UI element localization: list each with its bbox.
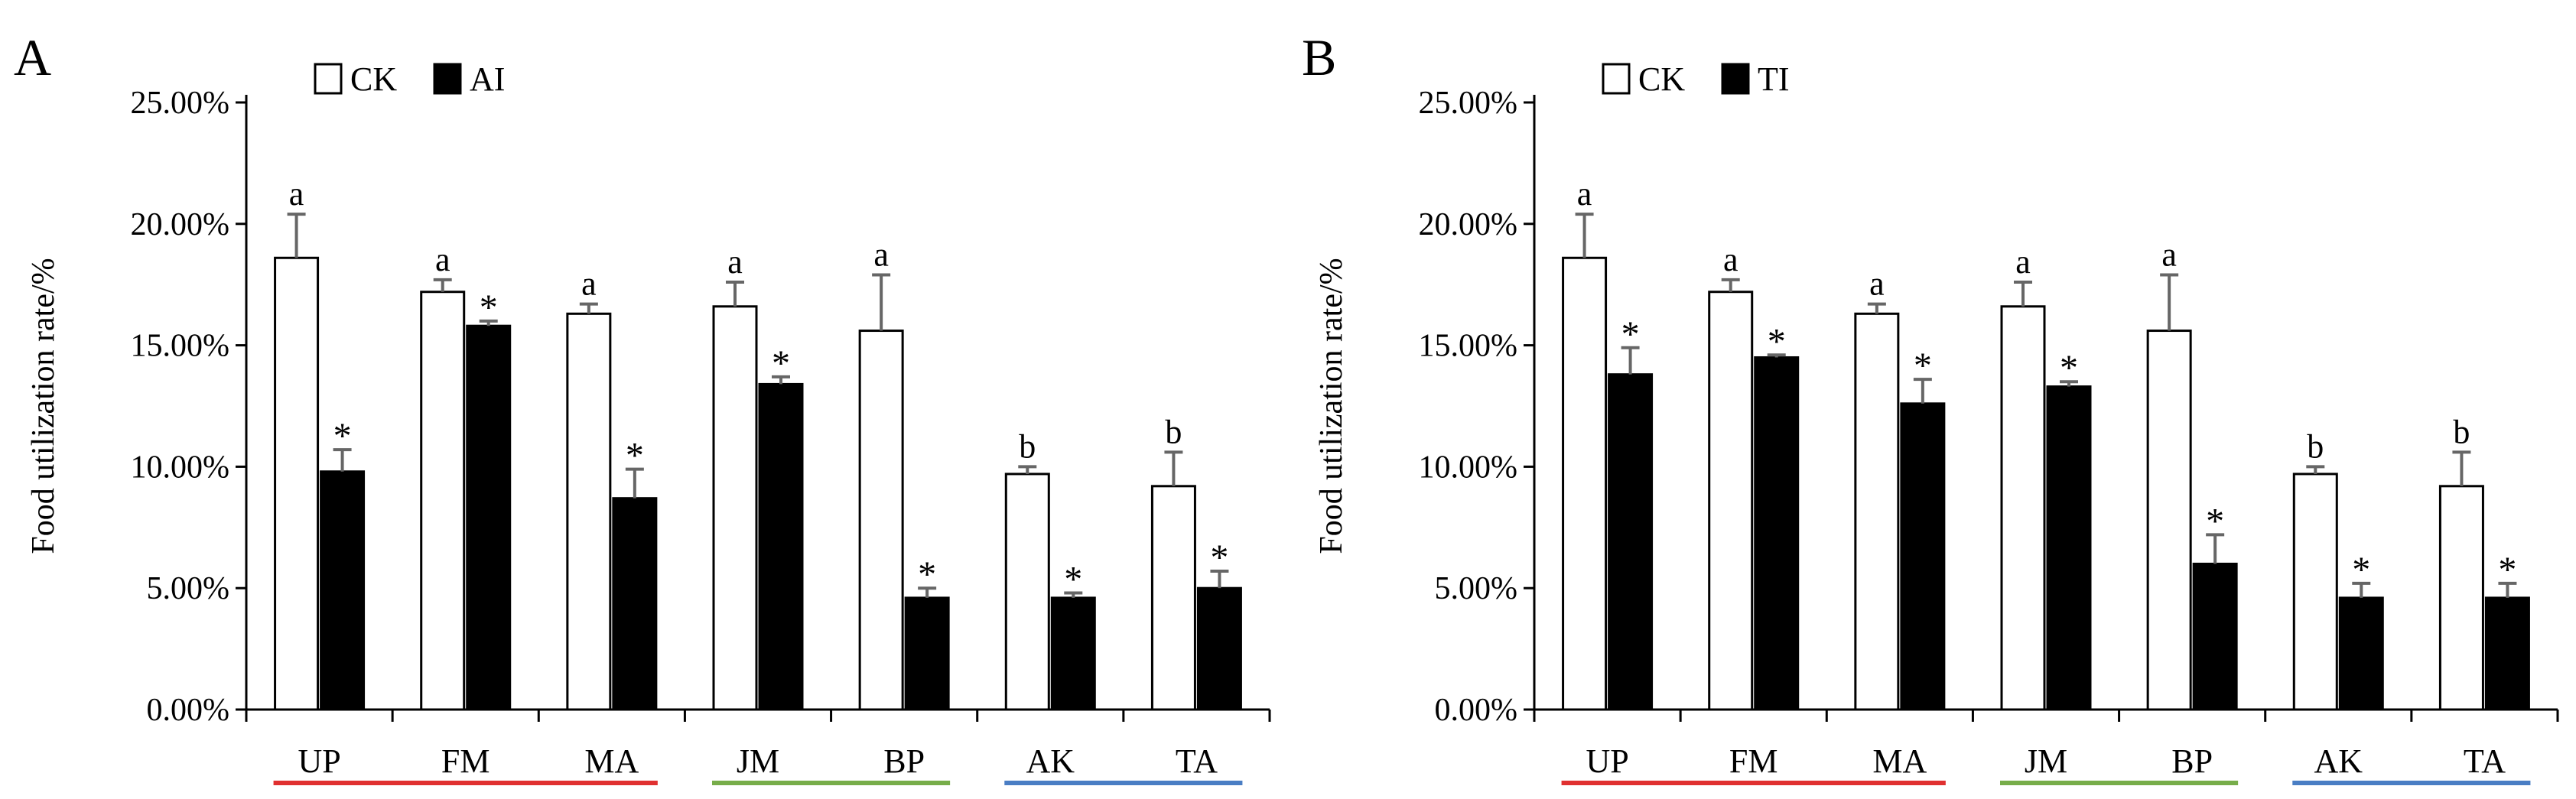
x-tick-label: MA — [1872, 742, 1927, 780]
significance-label: * — [333, 416, 352, 456]
significance-label: * — [2060, 348, 2078, 388]
y-tick-label: 0.00% — [147, 693, 230, 728]
y-tick-label: 25.00% — [1419, 86, 1518, 121]
significance-label: * — [626, 436, 644, 476]
y-tick-label: 20.00% — [131, 207, 230, 242]
x-tick-label: JM — [2025, 742, 2067, 780]
legend-label: CK — [1638, 60, 1685, 98]
significance-label: * — [480, 287, 498, 328]
bar — [1608, 373, 1654, 711]
x-tick-label: AK — [2314, 742, 2363, 780]
legend-swatch — [1602, 63, 1631, 95]
significance-label: b — [1165, 413, 1182, 450]
significance-label: b — [1019, 427, 1036, 465]
significance-label: a — [727, 243, 743, 281]
significance-label: * — [2498, 550, 2516, 590]
significance-label: * — [1064, 560, 1082, 600]
bar — [2146, 330, 2192, 711]
significance-label: a — [1723, 241, 1738, 278]
y-tick-label: 5.00% — [147, 571, 230, 606]
bar — [420, 291, 466, 711]
significance-label: * — [2206, 501, 2224, 541]
significance-label: * — [1914, 346, 1932, 386]
bar — [274, 256, 320, 711]
bar — [1708, 291, 1754, 711]
bar — [1050, 596, 1096, 711]
y-tick-label: 20.00% — [1419, 207, 1518, 242]
bar — [904, 596, 950, 711]
legend-swatch — [433, 63, 462, 95]
bar — [1754, 356, 1800, 711]
x-tick-label: UP — [1586, 742, 1628, 780]
panel-label: A — [14, 28, 51, 86]
bar — [1150, 485, 1196, 711]
legend-swatch — [1721, 63, 1750, 95]
bar — [1196, 586, 1242, 711]
significance-label: a — [289, 175, 304, 213]
y-tick-label: 15.00% — [1419, 329, 1518, 364]
significance-label: a — [1869, 265, 1885, 303]
x-tick-label: MA — [584, 742, 639, 780]
significance-label: a — [581, 265, 597, 303]
x-tick-label: FM — [441, 742, 490, 780]
significance-label: * — [2352, 550, 2370, 590]
significance-label: a — [435, 241, 450, 278]
bar — [566, 312, 612, 711]
bar — [2000, 305, 2046, 711]
bar — [466, 324, 512, 711]
y-axis-label: Food utilization rate/% — [26, 258, 61, 554]
x-tick-label: UP — [298, 742, 340, 780]
y-tick-label: 0.00% — [1435, 693, 1518, 728]
significance-label: a — [2161, 235, 2177, 273]
bar — [1854, 312, 1900, 711]
x-tick-label: AK — [1026, 742, 1075, 780]
bar — [612, 497, 658, 711]
x-tick-label: BP — [2171, 742, 2213, 780]
x-tick-label: JM — [737, 742, 779, 780]
significance-label: a — [873, 235, 889, 273]
legend-label: TI — [1758, 60, 1790, 98]
chart-panel-a: A Food utilization rate/% 0.00% 5.00% 10.00%… — [14, 28, 1271, 785]
legend-label: AI — [470, 60, 505, 98]
bar — [1562, 256, 1608, 711]
significance-label: b — [2453, 413, 2470, 450]
x-tick-label: BP — [883, 742, 925, 780]
bar — [2484, 596, 2530, 711]
significance-label: b — [2307, 427, 2324, 465]
significance-label: a — [1577, 175, 1592, 213]
bar — [2438, 485, 2484, 711]
bar — [2192, 562, 2238, 711]
bar — [2046, 385, 2092, 711]
significance-label: * — [1621, 314, 1640, 355]
bar — [712, 305, 758, 711]
bar — [2338, 596, 2384, 711]
bar — [320, 470, 366, 711]
bar — [1900, 402, 1946, 711]
significance-label: * — [918, 554, 936, 595]
bar — [2292, 473, 2338, 711]
significance-label: * — [772, 343, 790, 384]
x-tick-label: TA — [2464, 742, 2506, 780]
y-tick-label: 10.00% — [131, 450, 230, 485]
y-tick-label: 25.00% — [131, 86, 230, 121]
y-tick-label: 10.00% — [1419, 450, 1518, 485]
y-axis-label: Food utilization rate/% — [1314, 258, 1349, 554]
significance-label: a — [2015, 243, 2031, 281]
chart-panel-b: B Food utilization rate/% 0.00% 5.00% 10.00%… — [1302, 28, 2559, 785]
bar — [758, 382, 804, 711]
bar — [1004, 473, 1050, 711]
x-tick-label: TA — [1176, 742, 1218, 780]
panel-label: B — [1302, 28, 1336, 86]
significance-label: * — [1768, 321, 1786, 362]
y-tick-label: 15.00% — [131, 329, 230, 364]
legend-label: CK — [350, 60, 397, 98]
legend-swatch — [314, 63, 343, 95]
y-tick-label: 5.00% — [1435, 571, 1518, 606]
x-tick-label: FM — [1729, 742, 1778, 780]
bar — [858, 330, 904, 711]
significance-label: * — [1210, 538, 1228, 578]
